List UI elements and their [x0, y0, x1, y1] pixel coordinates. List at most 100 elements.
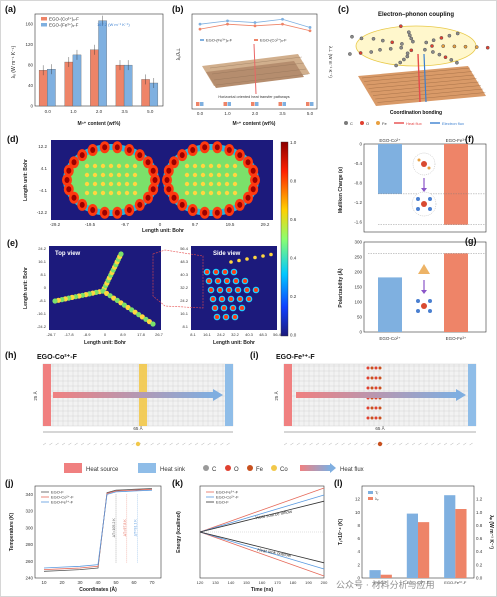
- atom-c-29: [455, 60, 459, 65]
- bar-g-0: [378, 277, 402, 332]
- bar-l-t-0: [369, 570, 381, 578]
- side-atom-e-1-1: [216, 279, 220, 283]
- xtick-k-0: 120: [197, 580, 204, 585]
- panel-a: (a) 0 40 80 120 160 0.0 1.0 2.0 3.5 5.0 EGO-(Co²…: [3, 4, 168, 130]
- xtick-d-5: 19.5: [226, 222, 235, 227]
- dot-d-0-1-5: [124, 172, 130, 178]
- fe-atom-i-5: [370, 376, 374, 380]
- dot-d-1-2-2: [200, 181, 206, 187]
- bar-b-co-4: [306, 102, 310, 106]
- ytick2-e-2: 40.3: [180, 272, 189, 277]
- bar-f-0: [378, 144, 402, 194]
- xtick2-e-5: 48.3: [259, 332, 268, 337]
- panel-b-legend-fe: EGO-(Fe³⁺)ₓ-F: [206, 38, 233, 43]
- atom-c-31: [388, 46, 393, 51]
- h-side-zig-14: [131, 442, 135, 446]
- ytick-e-1: 16.1: [38, 259, 47, 264]
- bar-a-1-0: [47, 69, 56, 107]
- xtick-b-1: 1.0: [224, 111, 231, 116]
- ytick-r-l-6: 1.2: [476, 497, 483, 502]
- bar-a-0-3: [115, 64, 125, 107]
- panel-k-chart: 120 130 140 150 160 170 180 190 200 EGO-Fe³⁺-F E…: [176, 485, 328, 593]
- panel-i-title: EGO-Fe³⁺-F: [276, 354, 315, 361]
- side-atom-e-1-0: [207, 279, 211, 283]
- xtick-e-0: -26.7: [46, 332, 56, 337]
- side-atom-e-5-2: [233, 315, 237, 319]
- core-d-1-7: [190, 207, 196, 213]
- core-d-1-2: [245, 194, 251, 201]
- dot-d-1-3-0: [184, 190, 190, 196]
- panel-i-dimh: 65 Å: [375, 425, 384, 431]
- bar-l-k-0: [380, 574, 392, 578]
- ytick-j-1: 260: [25, 559, 33, 564]
- panel-b-ylabel-left: λₓ/λ⊥: [176, 48, 182, 60]
- point-b-1-3: [281, 22, 284, 26]
- h-side-zig-6: [80, 442, 85, 446]
- fe-atom-i-18: [374, 406, 378, 410]
- side-atom-e-0-2: [223, 270, 227, 274]
- core-d-0-9: [71, 194, 77, 201]
- dot-d-0-1-6: [132, 172, 138, 178]
- core-d-0-21: [150, 167, 156, 174]
- side-atom-e-2-0: [209, 288, 213, 292]
- side-chain-e-5: [269, 252, 273, 257]
- core-d-0-6: [102, 209, 108, 216]
- core-d-1-12: [166, 167, 172, 174]
- panel-j-ylabel: Temperature (K): [9, 513, 15, 552]
- core-d-0-16: [102, 144, 108, 151]
- dot-d-0-0-2: [100, 163, 106, 169]
- h-side-zig-0: [42, 442, 47, 446]
- fe-atom-i-0: [366, 366, 370, 370]
- i-side-zig-3: [303, 442, 307, 446]
- panel-c-title: Electron–phonon coupling: [378, 12, 454, 18]
- atom-c-23: [394, 63, 398, 68]
- panel-c-legend-o: O: [366, 121, 369, 126]
- h-side-zig-8: [93, 442, 97, 446]
- bar-b-co-2: [251, 102, 255, 106]
- fe-atom-i-17: [370, 406, 374, 410]
- core-d-1-17: [214, 144, 220, 151]
- core-d-0-4: [126, 207, 132, 213]
- panel-f-chart: 0 -0.4 -0.8 -1.2 -1.6 EGO-Co²⁺ EGO-Fe³⁺ Mull…: [338, 138, 487, 233]
- panel-g-chart: 0 50 100 150 200 250 300 EGO-Co²⁺ EGO-Fe³⁺ Pol…: [337, 240, 487, 341]
- core-d-0-1: [150, 186, 156, 193]
- h-side-zig-11: [112, 442, 116, 446]
- core-d-0-7: [90, 207, 96, 213]
- h-side-zig-29: [226, 442, 230, 446]
- panel-b-caption: Horizontal oriented heat transfer pathwa…: [218, 95, 289, 99]
- dot-d-0-3-3: [108, 190, 114, 196]
- dot-d-1-0-1: [192, 163, 198, 169]
- dot-d-0-0-1: [92, 163, 98, 169]
- side-atom-e-3-4: [247, 297, 251, 301]
- bar-l-k-2: [455, 509, 467, 578]
- atom-c-14: [452, 44, 457, 49]
- h-side-zig-12: [118, 442, 123, 446]
- bar-a-0-2: [90, 49, 99, 107]
- i-side-zig-10: [347, 442, 352, 446]
- xtick-b-2: 2.0: [252, 111, 259, 116]
- atom-c-26: [407, 33, 412, 38]
- atom-c-36: [423, 47, 427, 52]
- i-side-zig-8: [335, 442, 339, 446]
- core-d-1-0: [252, 177, 258, 183]
- i-side-zig-28: [463, 442, 467, 446]
- ytick2-e-5: 16.1: [180, 311, 189, 316]
- xtick-k-6: 180: [290, 580, 297, 585]
- panel-e-topview: Top view: [55, 251, 81, 257]
- core-d-1-19: [237, 152, 243, 159]
- ytick-l-0: 0: [357, 576, 360, 581]
- top-atom-e-0-14: [118, 251, 124, 257]
- xtick-e-4: 8.9: [120, 332, 126, 337]
- ytick2-e-0: 56.4: [180, 246, 189, 251]
- core-d-0-14: [79, 152, 85, 159]
- panel-c-legend-fe: Fe: [382, 121, 387, 126]
- dot-d-1-0-6: [232, 163, 238, 169]
- xtick-k-8: 200: [321, 580, 328, 585]
- side-atom-e-4-0: [213, 306, 217, 310]
- dot-d-0-0-3: [108, 163, 114, 169]
- panel-label-g: (g): [465, 236, 477, 246]
- core-d-1-14: [179, 152, 185, 159]
- xtick-a-2: 2.0: [96, 109, 103, 114]
- xtick-j-1: 20: [59, 580, 65, 585]
- atom-c-5: [398, 24, 403, 29]
